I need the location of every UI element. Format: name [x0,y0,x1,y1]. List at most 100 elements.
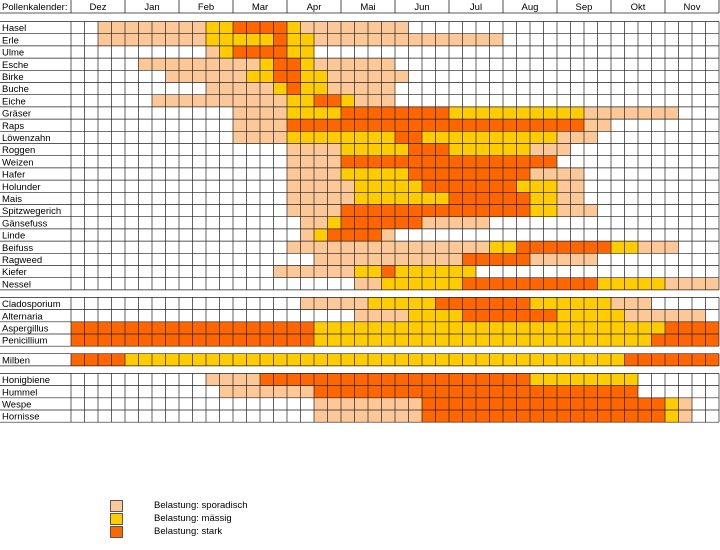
cell-milben [665,353,679,366]
cell-penicillium [233,334,247,347]
cell-spitzwegerich [489,204,503,217]
cell-aspergillus [530,321,544,334]
cell-hafer [503,167,517,181]
cell-honigbiene [462,373,476,386]
cell-penicillium [246,334,260,347]
cell-honigbiene [489,373,503,386]
cell-hornisse [638,410,652,423]
cell-ragweed [395,253,409,266]
cell-weizen [489,155,503,168]
cell-kiefer [449,265,463,278]
pollen-calendar-chart: Pollenkalender: Dez Jan Feb Mar Apr Mai Jun Jul A… [0,0,720,423]
cell-gräser [341,106,355,120]
cell-milben [543,353,557,366]
cell-beifuss [381,241,395,254]
cell-erle [125,33,139,46]
cell-ulme [273,45,287,59]
cell-penicillium [638,334,652,347]
cell-honigbiene [246,373,260,386]
cell-roggen [314,143,328,156]
cell-birke [165,70,179,83]
cell-hafer [422,167,436,181]
cell-hummel [584,385,598,398]
cell-honigbiene [368,373,382,386]
cell-birke [246,70,260,83]
cell-aspergillus [651,321,665,334]
cell-buche [219,82,233,95]
cell-hummel [287,385,301,398]
row-label-milben: Milben [2,355,30,366]
cell-beifuss [435,241,449,254]
cell-cladosporium [381,297,395,310]
cell-erle [260,33,274,46]
cell-hasel [300,21,314,34]
cell-esche [368,58,382,71]
cell-birke [233,70,247,83]
cell-weizen [422,155,436,168]
cell-aspergillus [611,321,625,334]
cell-milben [341,353,355,366]
cell-hummel [449,385,463,398]
cell-mais [368,192,382,205]
cell-milben [125,353,139,366]
cell-weizen [503,155,517,168]
cell-hasel [233,21,247,34]
cell-aspergillus [354,321,368,334]
cell-aspergillus [395,321,409,334]
cell-milben [597,353,611,366]
cell-buche [206,82,220,95]
month-label-jan: Jan [144,2,159,13]
cell-honigbiene [300,373,314,386]
cell-alternaria [435,309,449,322]
cell-holunder [557,180,571,193]
cell-aspergillus [570,321,584,334]
cell-raps [260,119,274,132]
cell-holunder [381,180,395,193]
cell-hafer [381,167,395,181]
cell-erle [98,33,112,46]
cell-milben [152,353,166,366]
cell-birke [381,70,395,83]
cell-raps [516,119,530,132]
cell-erle [300,33,314,46]
cell-roggen [395,143,409,156]
cell-mais [408,192,422,205]
cell-kiefer [354,265,368,278]
cell-esche [300,58,314,71]
cell-wespe [651,397,665,410]
cell-gräser [530,106,544,120]
cell-spitzwegerich [287,204,301,217]
cell-buche [354,82,368,95]
cell-ulme [300,45,314,59]
cell-milben [71,353,85,366]
cell-penicillium [341,334,355,347]
cell-alternaria [530,309,544,322]
cell-kiefer [314,265,328,278]
cell-buche [246,82,260,95]
cell-raps [597,119,611,132]
row-label-alternaria: Alternaria [2,311,43,322]
cell-löwenzahn [570,131,584,144]
cell-alternaria [503,309,517,322]
cell-eiche [354,94,368,107]
cell-spitzwegerich [584,204,598,217]
chart-title: Pollenkalender: [2,2,68,13]
cell-milben [557,353,571,366]
cell-hummel [219,385,233,398]
cell-erle [273,33,287,46]
cell-raps [395,119,409,132]
cell-nessel [449,277,463,290]
cell-löwenzahn [395,131,409,144]
cell-beifuss [300,241,314,254]
cell-ulme [287,45,301,59]
month-label-nov: Nov [684,2,701,13]
cell-nessel [651,277,665,290]
cell-gräser [611,106,625,120]
cell-gänsefuss [368,216,382,229]
cell-erle [462,33,476,46]
cell-aspergillus [273,321,287,334]
cell-penicillium [503,334,517,347]
cell-hasel [368,21,382,34]
cell-birke [273,70,287,83]
cell-honigbiene [624,373,638,386]
